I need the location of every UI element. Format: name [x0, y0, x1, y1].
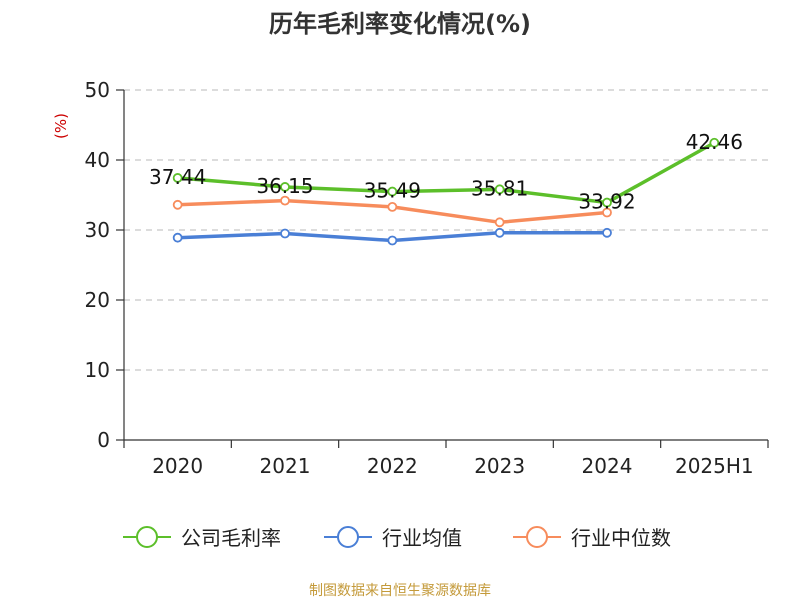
- data-point: [494, 217, 505, 228]
- y-tick-label: 10: [85, 358, 110, 382]
- legend-label: 行业中位数: [571, 526, 671, 550]
- data-label: 35.81: [471, 176, 528, 200]
- source-note: 制图数据来自恒生聚源数据库: [309, 583, 491, 599]
- data-point: [494, 184, 505, 195]
- data-point: [602, 227, 612, 238]
- y-axis-unit: (%): [52, 113, 70, 139]
- data-point: [280, 228, 290, 239]
- x-tick-label: 2023: [474, 454, 525, 478]
- data-label: 37.44: [149, 165, 206, 189]
- data-point: [172, 199, 183, 210]
- data-point: [602, 197, 612, 208]
- data-point: [387, 201, 398, 212]
- y-tick-label: 0: [97, 428, 110, 452]
- y-tick-label: 20: [85, 288, 110, 312]
- legend-label: 公司毛利率: [181, 526, 281, 550]
- x-tick-label: 2021: [260, 454, 311, 478]
- legend-marker: [337, 526, 359, 548]
- data-point: [709, 137, 720, 148]
- x-tick-label: 2022: [367, 454, 418, 478]
- legend-marker: [136, 526, 158, 548]
- data-point: [172, 232, 183, 243]
- series-line: [177, 141, 716, 205]
- data-point: [280, 182, 290, 192]
- x-tick-label: 2020: [152, 454, 203, 478]
- x-tick-label: 2025H1: [675, 454, 754, 478]
- data-point: [387, 186, 398, 197]
- data-label: 42.46: [686, 130, 743, 154]
- chart-title: 历年毛利率变化情况(%): [269, 10, 531, 38]
- y-tick-label: 50: [85, 78, 110, 102]
- data-point: [172, 173, 183, 183]
- data-label: 36.15: [256, 174, 313, 198]
- data-point: [387, 235, 398, 246]
- legend-marker: [526, 526, 548, 548]
- legend-label: 行业均值: [382, 526, 462, 550]
- data-point: [280, 195, 290, 206]
- y-tick-label: 40: [85, 148, 110, 172]
- y-tick-label: 30: [85, 218, 110, 242]
- x-tick-label: 2024: [582, 454, 633, 478]
- data-label: 33.92: [578, 190, 635, 214]
- data-point: [602, 207, 612, 218]
- data-label: 35.49: [364, 179, 421, 203]
- data-point: [494, 227, 505, 238]
